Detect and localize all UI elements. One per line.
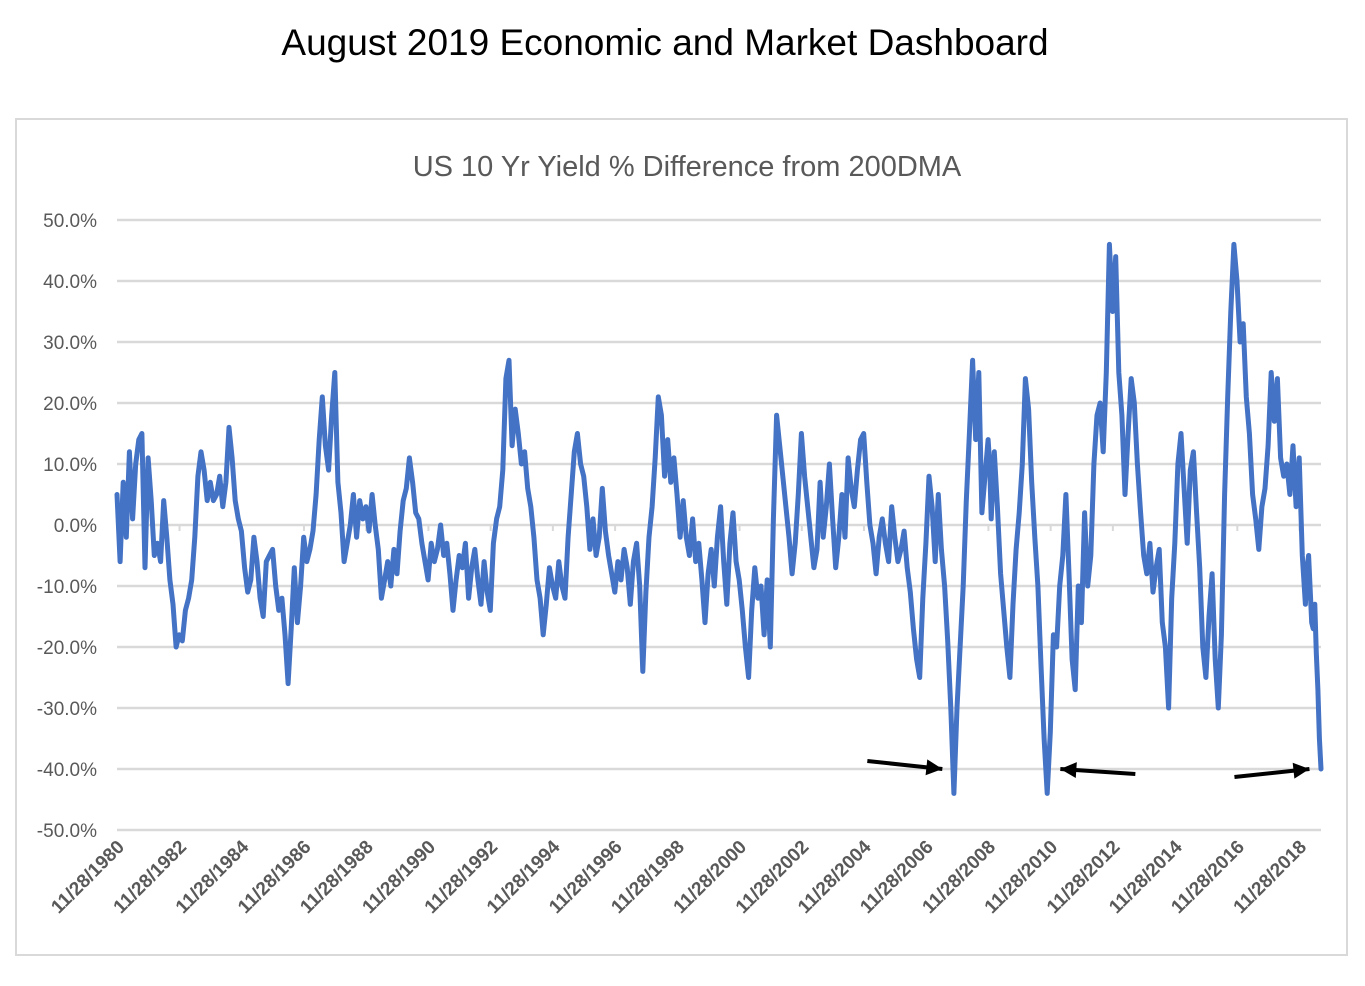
y-tick-label: 10.0% <box>43 455 97 476</box>
y-tick-label: 50.0% <box>43 211 97 232</box>
annotation-arrow-icon <box>1292 762 1310 779</box>
annotations <box>867 759 1310 779</box>
x-axis-tick-labels: 11/28/198011/28/198211/28/198411/28/1986… <box>47 836 1311 918</box>
series-line <box>114 241 1324 796</box>
y-tick-label: -40.0% <box>37 760 97 781</box>
page-title: August 2019 Economic and Market Dashboar… <box>281 22 1049 63</box>
y-tick-label: -50.0% <box>37 821 97 842</box>
line-chart: US 10 Yr Yield % Difference from 200DMA … <box>37 151 1324 918</box>
y-tick-label: 30.0% <box>43 333 97 354</box>
y-tick-label: 40.0% <box>43 272 97 293</box>
chart-frame: US 10 Yr Yield % Difference from 200DMA … <box>15 118 1348 956</box>
y-tick-label: -20.0% <box>37 638 97 659</box>
y-axis-tick-labels: 50.0% 40.0% 30.0% 20.0% 10.0% 0.0% -10.0% -20.0… <box>37 211 97 842</box>
y-tick-label: -10.0% <box>37 577 97 598</box>
y-tick-label: -30.0% <box>37 699 97 720</box>
y-tick-label: 20.0% <box>43 394 97 415</box>
y-tick-label: 0.0% <box>54 516 97 537</box>
annotation-arrow-icon <box>925 759 943 776</box>
series-layer <box>114 241 1324 796</box>
annotation-arrow-icon <box>1060 762 1077 779</box>
chart-title: US 10 Yr Yield % Difference from 200DMA <box>413 151 962 183</box>
